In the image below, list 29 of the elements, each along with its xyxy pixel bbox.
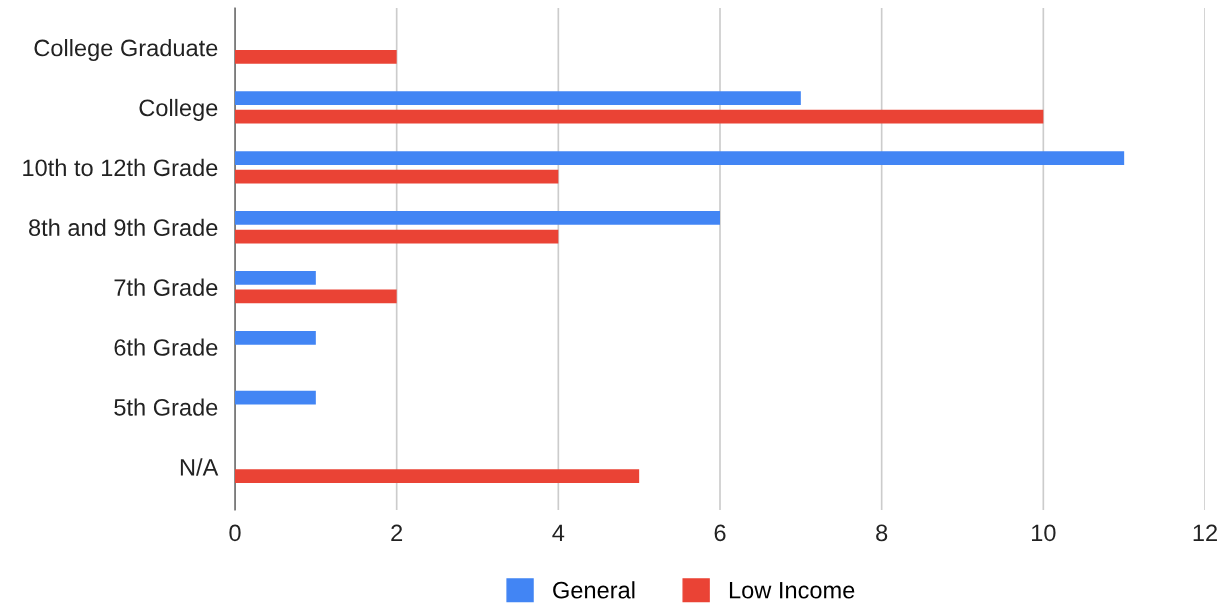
x-tick-label: 0 <box>229 524 241 542</box>
y-tick-label: 6th Grade <box>114 338 218 356</box>
x-tick-label: 8 <box>876 524 888 542</box>
y-tick-label: College Graduate <box>34 38 218 61</box>
x-tick-label: 4 <box>552 524 565 541</box>
x-tick-label: 6 <box>714 524 726 542</box>
bar <box>235 169 559 184</box>
y-tick-label: 5th Grade <box>114 398 218 416</box>
bar <box>235 330 316 345</box>
bar <box>235 229 559 244</box>
bar <box>235 270 316 285</box>
y-tick-label: N/A <box>180 458 219 476</box>
bar <box>235 469 640 484</box>
bar <box>235 390 316 405</box>
x-tick-label: 12 <box>1193 524 1217 541</box>
bar <box>235 289 397 304</box>
y-tick-label: College <box>139 98 218 121</box>
bar <box>235 151 1125 165</box>
x-tick-label: 10 <box>1032 524 1056 542</box>
bar <box>235 49 397 64</box>
bar <box>235 211 720 225</box>
bar <box>235 109 1044 124</box>
y-tick-label: 7th Grade <box>114 278 218 296</box>
y-tick-label: 10th to 12th Grade <box>23 158 218 177</box>
legend-label: Low Income <box>729 582 855 599</box>
bar <box>235 91 801 106</box>
legend-label: General <box>553 581 635 599</box>
x-tick-label: 2 <box>391 524 403 541</box>
y-tick-label: 8th and 9th Grade <box>29 218 218 237</box>
